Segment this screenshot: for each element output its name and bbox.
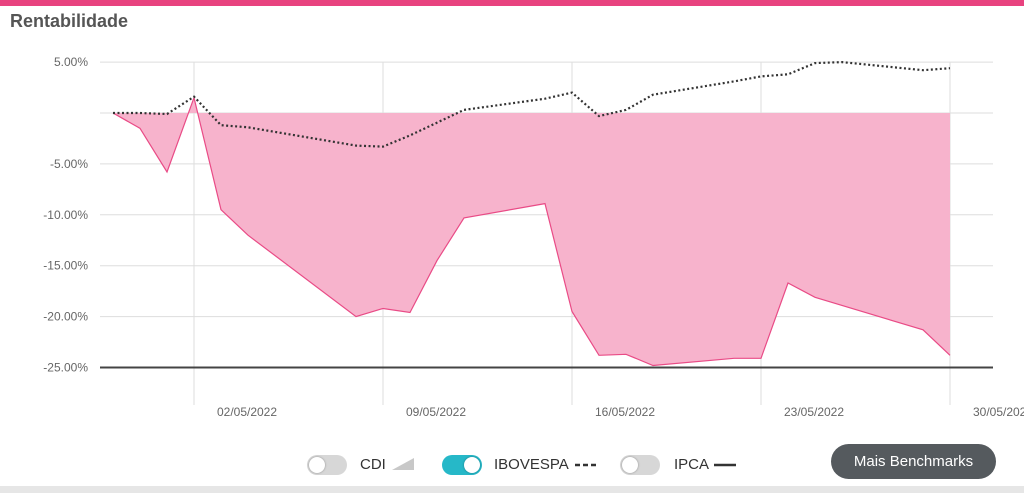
y-tick-label: 5.00%	[54, 55, 88, 69]
cdi-toggle[interactable]	[307, 455, 347, 475]
y-tick-label: -10.00%	[43, 208, 88, 222]
legend-label-ipca: IPCA	[674, 456, 710, 473]
portfolio-area-line	[112, 95, 951, 367]
toggle-knob	[622, 457, 638, 473]
y-tick-label: -20.00%	[43, 310, 88, 324]
bottom-divider	[0, 486, 1024, 493]
x-tick-label: 23/05/2022	[784, 405, 844, 419]
y-tick-label: -15.00%	[43, 259, 88, 273]
y-tick-label: -5.00%	[50, 157, 88, 171]
rentabilidade-chart: 5.00%-5.00%-10.00%-15.00%-20.00%-25.00% …	[43, 55, 1024, 419]
x-tick-label: 02/05/2022	[217, 405, 277, 419]
portfolio-area-fill	[113, 97, 950, 366]
more-benchmarks-button[interactable]: Mais Benchmarks	[831, 444, 996, 479]
area-icon	[392, 458, 414, 470]
legend-label-cdi: CDI	[360, 456, 386, 473]
x-tick-label: 09/05/2022	[406, 405, 466, 419]
page-title: Rentabilidade	[10, 11, 129, 31]
ibovespa-toggle[interactable]	[442, 455, 482, 475]
ibovespa-line	[113, 60, 951, 148]
dashed-line-icon	[575, 463, 597, 467]
x-tick-label: 30/05/2022	[973, 405, 1024, 419]
legend-label-ibovespa: IBOVESPA	[494, 456, 569, 473]
ipca-toggle[interactable]	[620, 455, 660, 475]
toggle-knob	[464, 457, 480, 473]
benchmark-legend: CDI IBOVESPA IPCA	[0, 449, 1024, 479]
y-tick-label: -25.00%	[43, 361, 88, 375]
solid-line-icon	[714, 463, 736, 467]
toggle-knob	[309, 457, 325, 473]
x-tick-label: 16/05/2022	[595, 405, 655, 419]
top-accent-bar	[0, 0, 1024, 6]
